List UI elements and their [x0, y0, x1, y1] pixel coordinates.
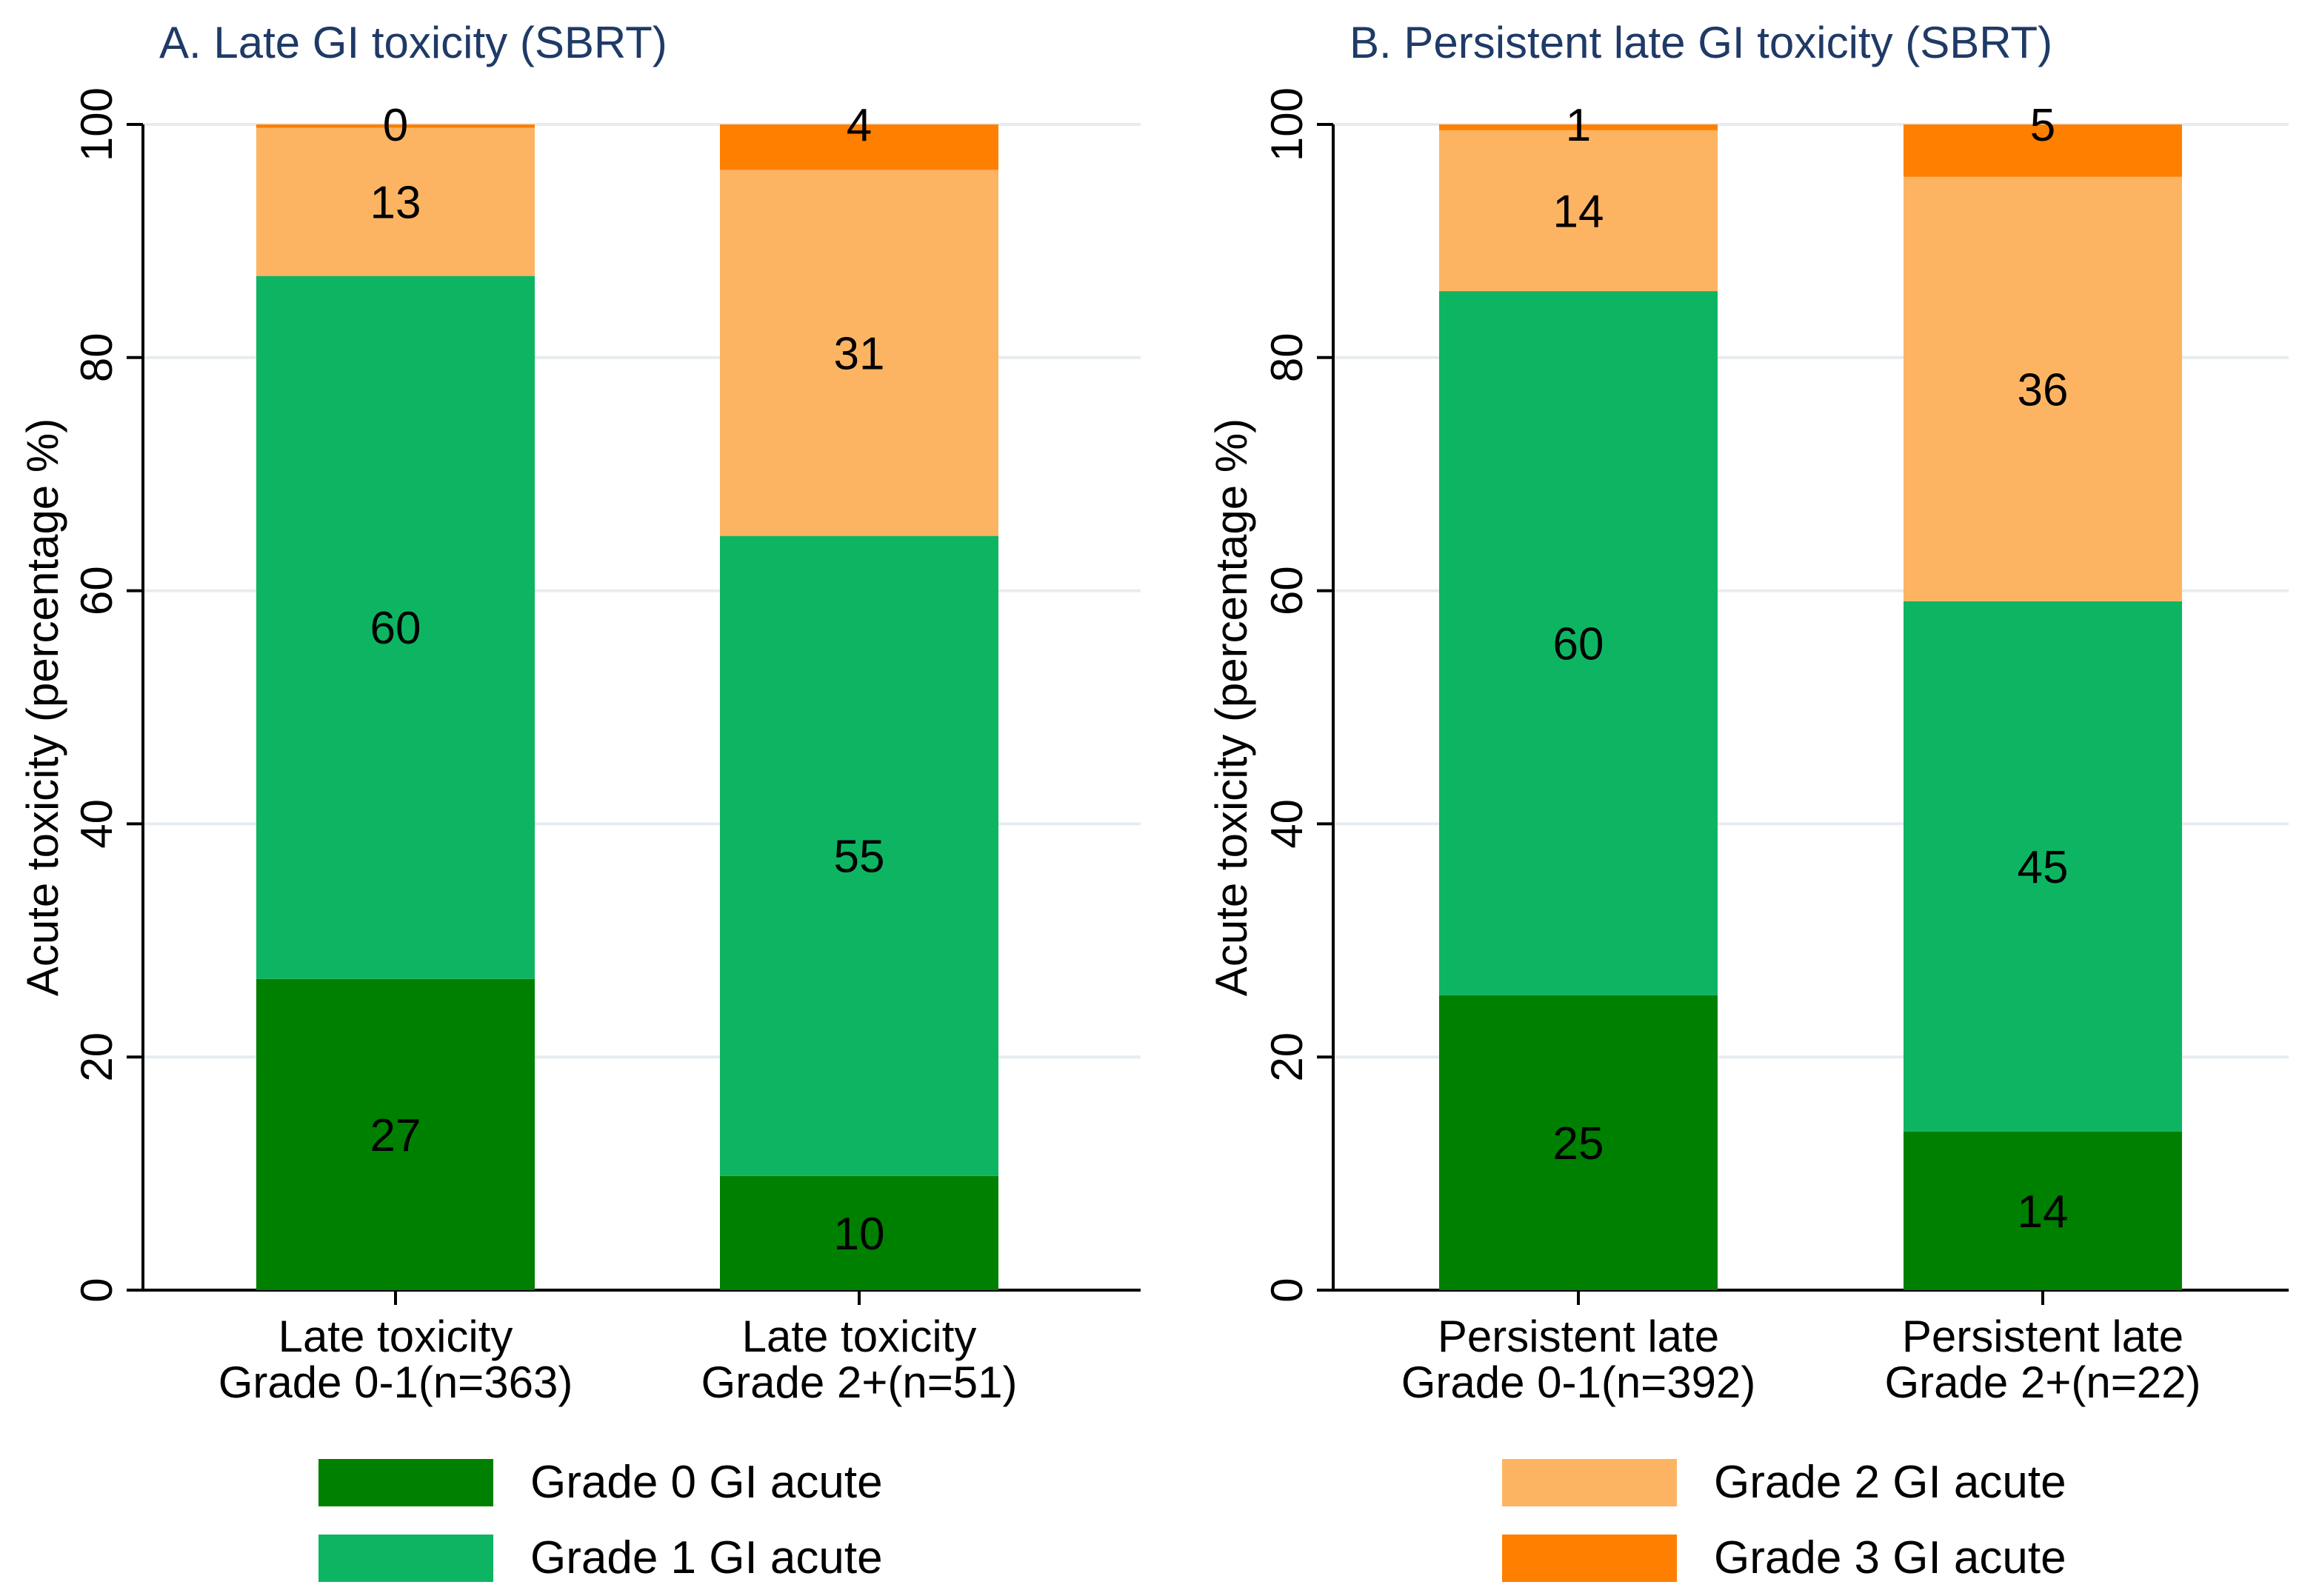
- x-tick-label: Grade 2+(n=51): [701, 1358, 1018, 1407]
- panel-a: A. Late GI toxicity (SBRT)020406080100Ac…: [18, 18, 1141, 1407]
- x-tick-label: Late toxicity: [278, 1312, 513, 1361]
- bar-value-label: 60: [370, 603, 421, 654]
- y-tick-label: 40: [72, 799, 121, 849]
- y-tick-label: 60: [72, 566, 121, 615]
- y-axis-label: Acute toxicity (percentage %): [18, 418, 67, 996]
- legend-label: Grade 0 GI acute: [530, 1457, 883, 1508]
- legend-swatch: [1502, 1535, 1677, 1582]
- bar-value-label: 55: [834, 832, 885, 883]
- bar-value-label: 45: [2018, 842, 2069, 893]
- bar-segment: [1904, 1131, 2182, 1290]
- bar-value-label: 27: [370, 1110, 421, 1161]
- bar-value-label: 60: [1553, 618, 1604, 670]
- bar-segment: [1439, 130, 1718, 292]
- y-tick-label: 0: [1262, 1278, 1312, 1302]
- bar-segment: [256, 276, 535, 979]
- bar-segment: [1439, 995, 1718, 1290]
- y-tick-label: 0: [72, 1278, 121, 1302]
- x-tick-label: Persistent late: [1902, 1312, 2183, 1361]
- bar-segment: [1439, 291, 1718, 995]
- panel-title: A. Late GI toxicity (SBRT): [159, 18, 667, 67]
- bar-segment: [720, 170, 998, 536]
- legend-label: Grade 2 GI acute: [1714, 1457, 2066, 1508]
- y-tick-label: 20: [72, 1032, 121, 1082]
- bar-value-label: 36: [2018, 364, 2069, 415]
- legend-swatch: [318, 1459, 493, 1506]
- bar-segment: [1904, 176, 2182, 601]
- y-tick-label: 100: [72, 87, 121, 161]
- bar-segment: [256, 978, 535, 1290]
- legend-label: Grade 1 GI acute: [530, 1532, 883, 1583]
- bar-value-label: 14: [1553, 186, 1604, 237]
- x-tick-label: Grade 2+(n=22): [1885, 1358, 2201, 1407]
- bar-segment: [1904, 124, 2182, 177]
- bar-segment: [720, 1175, 998, 1290]
- x-tick-label: Grade 0-1(n=363): [218, 1358, 573, 1407]
- y-tick-label: 40: [1262, 799, 1312, 849]
- y-tick-label: 80: [1262, 333, 1312, 382]
- bar-segment: [256, 124, 535, 128]
- legend: Grade 0 GI acute Grade 1 GI acute Grade 2 …: [318, 1457, 2066, 1583]
- x-tick-label: Grade 0-1(n=392): [1401, 1358, 1756, 1407]
- bar-value-label: 31: [834, 329, 885, 380]
- bar-value-label: 13: [370, 178, 421, 229]
- bar-segment: [256, 127, 535, 276]
- bar-value-label: 0: [383, 100, 408, 151]
- legend-swatch: [1502, 1459, 1677, 1506]
- panel-b: B. Persistent late GI toxicity (SBRT) 0 20…: [1207, 18, 2289, 1407]
- bar-value-label: 14: [2018, 1186, 2069, 1238]
- y-tick-label: 100: [1262, 87, 1312, 161]
- bar-value-label: 25: [1553, 1118, 1604, 1169]
- y-axis-label: Acute toxicity (percentage %): [1207, 418, 1256, 996]
- bar-segment: [1904, 601, 2182, 1132]
- legend-swatch: [318, 1535, 493, 1582]
- y-tick-label: 80: [72, 333, 121, 382]
- bar-segment: [720, 535, 998, 1176]
- legend-label: Grade 3 GI acute: [1714, 1532, 2066, 1583]
- y-tick-label: 60: [1262, 566, 1312, 615]
- x-tick-label: Late toxicity: [742, 1312, 977, 1361]
- bar-value-label: 10: [834, 1209, 885, 1260]
- panel-title: B. Persistent late GI toxicity (SBRT): [1349, 18, 2052, 67]
- bar-segment: [720, 124, 998, 170]
- x-tick-label: Persistent late: [1438, 1312, 1719, 1361]
- y-tick-label: 20: [1262, 1032, 1312, 1082]
- bar-segment: [1439, 124, 1718, 130]
- bar-value-label: 4: [847, 100, 872, 151]
- bar-value-label: 1: [1566, 100, 1591, 151]
- bar-value-label: 5: [2030, 100, 2055, 151]
